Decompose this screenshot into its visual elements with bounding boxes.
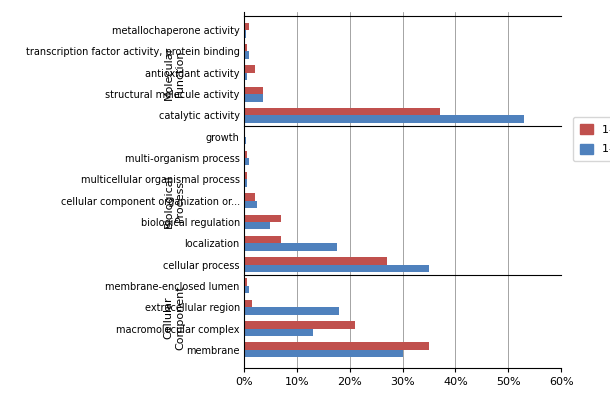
- Bar: [244, 222, 270, 230]
- Bar: [244, 286, 249, 293]
- Bar: [244, 257, 387, 265]
- Bar: [244, 300, 252, 307]
- Text: Biological
Process: Biological Process: [163, 174, 185, 228]
- Bar: [244, 158, 249, 166]
- Bar: [244, 328, 313, 336]
- Bar: [244, 342, 429, 350]
- Text: Molecular
Function: Molecular Function: [163, 46, 185, 100]
- Bar: [244, 87, 262, 94]
- Bar: [244, 307, 339, 315]
- Bar: [244, 214, 281, 222]
- Bar: [244, 73, 246, 80]
- Bar: [244, 201, 257, 208]
- Bar: [244, 94, 262, 102]
- Legend: 1-3 down %, 1-3 up %: 1-3 down %, 1-3 up %: [573, 117, 610, 161]
- Text: Cellular
Component: Cellular Component: [163, 286, 185, 350]
- Bar: [244, 179, 246, 187]
- Bar: [244, 137, 246, 144]
- Bar: [244, 65, 254, 73]
- Bar: [244, 278, 246, 286]
- Bar: [244, 350, 403, 357]
- Bar: [244, 44, 246, 52]
- Bar: [244, 23, 249, 30]
- Bar: [244, 52, 249, 59]
- Bar: [244, 265, 429, 272]
- Bar: [244, 321, 355, 328]
- Bar: [244, 108, 440, 115]
- Bar: [244, 193, 254, 201]
- Bar: [244, 30, 246, 38]
- Bar: [244, 150, 246, 158]
- Bar: [244, 243, 337, 251]
- Bar: [244, 236, 281, 243]
- Bar: [244, 172, 246, 179]
- Bar: [244, 115, 524, 123]
